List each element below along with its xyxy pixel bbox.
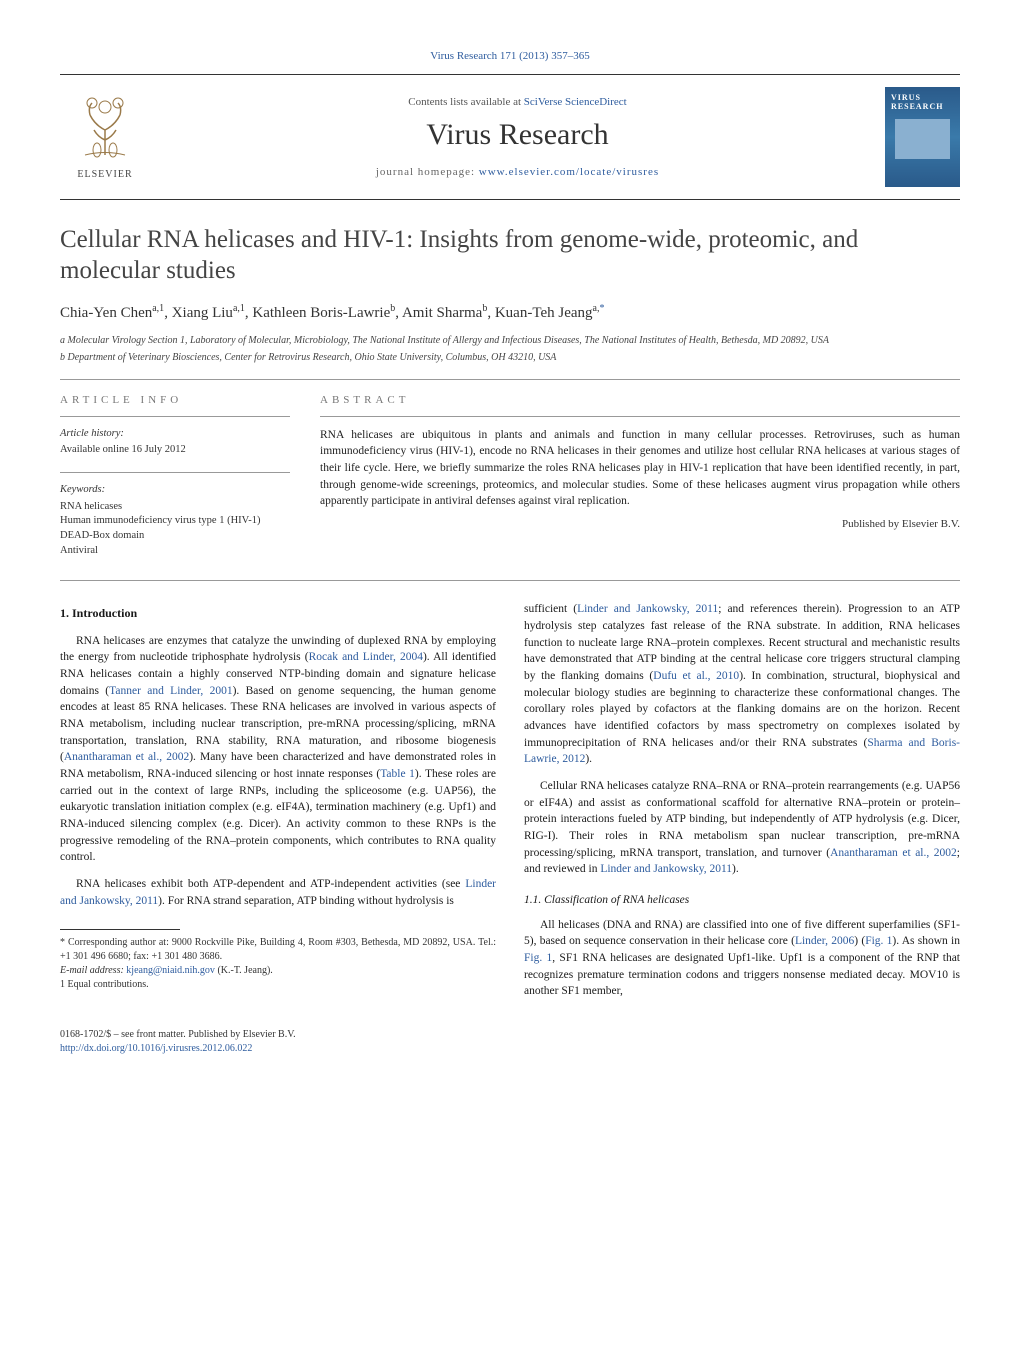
divider [60,379,960,380]
email-link[interactable]: kjeang@niaid.nih.gov [126,965,215,976]
contents-line: Contents lists available at SciVerse Sci… [170,96,865,108]
elsevier-tree-icon [70,95,140,165]
page-container: Virus Research 171 (2013) 357–365 ELSEVI… [0,0,1020,1096]
elsevier-logo: ELSEVIER [60,87,150,187]
author-name: , Kathleen Boris-Lawrie [245,305,390,321]
author-affil-sup: a,1 [233,303,245,314]
journal-cover-thumb: VIRUS RESEARCH [885,87,960,187]
body-paragraph: Cellular RNA helicases catalyze RNA–RNA … [524,778,960,878]
author-name: , Kuan-Teh Jeang [487,305,592,321]
body-paragraph: sufficient (Linder and Jankowsky, 2011; … [524,601,960,768]
keywords-block: Keywords: RNA helicases Human immunodefi… [60,483,290,558]
contents-prefix: Contents lists available at [408,96,523,108]
equal-contrib-footnote: 1 Equal contributions. [60,978,496,992]
citation-link[interactable]: Anantharaman et al., 2002 [830,847,957,859]
info-abstract-row: ARTICLE INFO Article history: Available … [60,394,960,573]
history-line: Available online 16 July 2012 [60,443,290,458]
keyword: Human immunodeficiency virus type 1 (HIV… [60,514,290,529]
footnotes-block: * Corresponding author at: 9000 Rockvill… [60,929,496,992]
issn-line: 0168-1702/$ – see front matter. Publishe… [60,1028,960,1042]
affiliation-a: a Molecular Virology Section 1, Laborato… [60,334,960,348]
homepage-link[interactable]: www.elsevier.com/locate/virusres [479,166,659,178]
affiliation-b: b Department of Veterinary Biosciences, … [60,351,960,365]
author-list: Chia-Yen Chena,1, Xiang Liua,1, Kathleen… [60,303,960,322]
email-footnote: E-mail address: kjeang@niaid.nih.gov (K.… [60,964,496,978]
masthead-center: Contents lists available at SciVerse Sci… [170,96,865,178]
citation-link[interactable]: Tanner and Linder, 2001 [109,685,232,697]
sciencedirect-link[interactable]: SciVerse ScienceDirect [524,96,627,108]
cover-label: VIRUS RESEARCH [891,93,954,111]
section-heading-intro: 1. Introduction [60,605,496,622]
article-info-column: ARTICLE INFO Article history: Available … [60,394,290,573]
abstract-label: ABSTRACT [320,394,960,406]
keyword: DEAD-Box domain [60,529,290,544]
corresponding-footnote: * Corresponding author at: 9000 Rockvill… [60,936,496,964]
cover-image-icon [895,119,950,159]
corresponding-star: * [599,303,604,314]
publisher-line: Published by Elsevier B.V. [320,518,960,530]
citation-link[interactable]: Linder, 2006 [795,935,854,947]
keyword: RNA helicases [60,500,290,515]
journal-name: Virus Research [170,118,865,152]
citation-link[interactable]: Dufu et al., 2010 [653,670,739,682]
keyword: Antiviral [60,544,290,559]
table-link[interactable]: Table 1 [380,768,415,780]
body-columns: 1. Introduction RNA helicases are enzyme… [60,601,960,1010]
footer-bar: 0168-1702/$ – see front matter. Publishe… [60,1028,960,1056]
author-name: Chia-Yen Chen [60,305,152,321]
homepage-line: journal homepage: www.elsevier.com/locat… [170,166,865,178]
article-title: Cellular RNA helicases and HIV-1: Insigh… [60,224,960,287]
doi-link[interactable]: http://dx.doi.org/10.1016/j.virusres.201… [60,1043,252,1054]
running-head[interactable]: Virus Research 171 (2013) 357–365 [60,50,960,62]
author-affil-sup: a,1 [152,303,164,314]
divider [320,416,960,417]
body-paragraph: RNA helicases are enzymes that catalyze … [60,633,496,866]
abstract-text: RNA helicases are ubiquitous in plants a… [320,427,960,510]
body-paragraph: All helicases (DNA and RNA) are classifi… [524,917,960,1000]
figure-link[interactable]: Fig. 1 [524,952,552,964]
homepage-prefix: journal homepage: [376,166,479,178]
author-name: , Xiang Liu [164,305,233,321]
citation-link[interactable]: Anantharaman et al., 2002 [64,751,189,763]
keywords-heading: Keywords: [60,483,290,498]
citation-link[interactable]: Linder and Jankowsky, 2011 [600,863,732,875]
subsection-heading: 1.1. Classification of RNA helicases [524,892,960,909]
body-paragraph: RNA helicases exhibit both ATP-dependent… [60,876,496,909]
citation-link[interactable]: Rocak and Linder, 2004 [309,651,423,663]
history-heading: Article history: [60,427,290,442]
divider [60,580,960,581]
masthead: ELSEVIER Contents lists available at Sci… [60,74,960,200]
citation-link[interactable]: Linder and Jankowsky, 2011 [577,603,718,615]
elsevier-label: ELSEVIER [77,169,132,180]
divider [60,472,290,473]
article-history-block: Article history: Available online 16 Jul… [60,427,290,458]
figure-link[interactable]: Fig. 1 [865,935,892,947]
author-name: , Amit Sharma [395,305,482,321]
article-info-label: ARTICLE INFO [60,394,290,406]
footnote-rule [60,929,180,930]
divider [60,416,290,417]
abstract-column: ABSTRACT RNA helicases are ubiquitous in… [320,394,960,573]
